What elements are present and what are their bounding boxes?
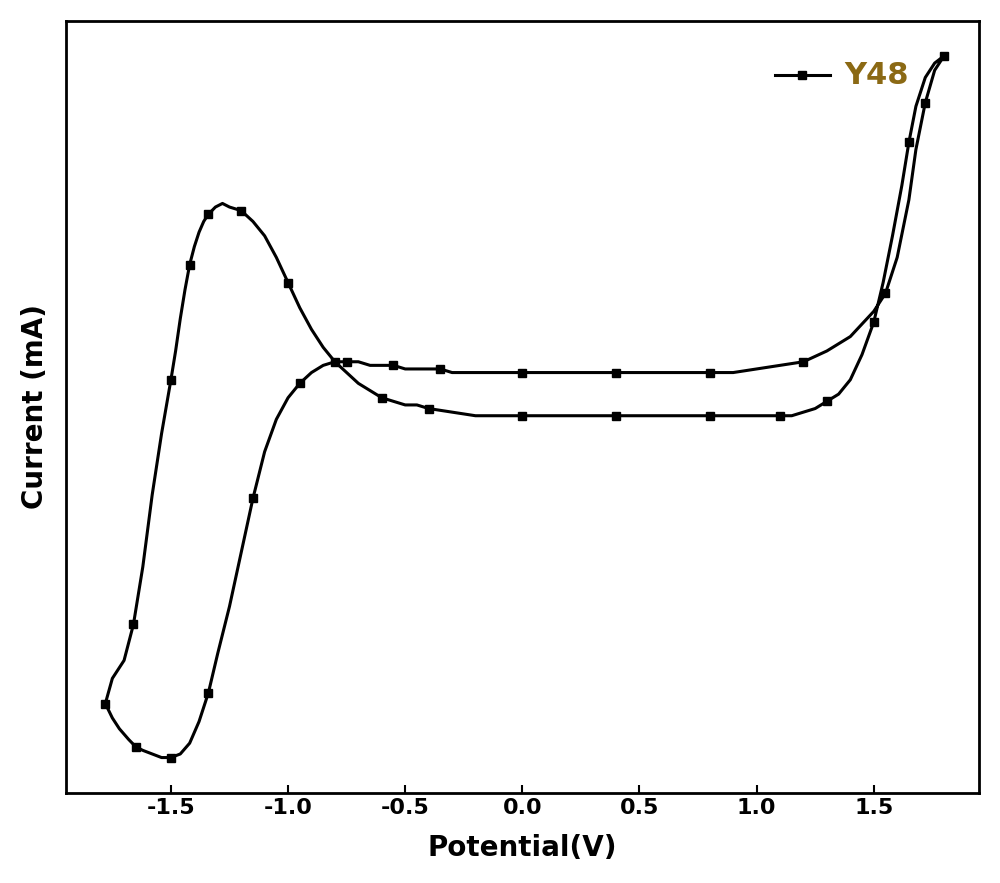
Y48 (610, 411, 622, 421)
Y48 (376, 392, 388, 403)
Y48 (282, 277, 294, 288)
Y48 (423, 404, 435, 414)
Y48 (879, 288, 891, 298)
Y48 (797, 357, 809, 367)
Y48 (247, 494, 259, 504)
Legend: Y48: Y48 (763, 50, 920, 102)
Y-axis label: Current (mA): Current (mA) (21, 305, 49, 509)
Y48 (130, 742, 142, 752)
Y48 (610, 367, 622, 378)
Y48 (516, 411, 528, 421)
Y48 (704, 411, 716, 421)
Y48 (774, 411, 786, 421)
Y48 (127, 619, 139, 630)
Y48 (329, 357, 341, 367)
Y48 (821, 396, 833, 407)
Y48 (184, 260, 196, 270)
Y48 (165, 752, 177, 763)
Y48 (387, 360, 399, 371)
X-axis label: Potential(V): Potential(V) (428, 834, 617, 862)
Y48 (202, 688, 214, 698)
Y48 (165, 374, 177, 385)
Y48 (919, 97, 931, 108)
Y48 (938, 50, 950, 61)
Y48 (294, 378, 306, 389)
Y48 (235, 206, 247, 216)
Y48 (434, 364, 446, 374)
Line: Y48: Y48 (101, 52, 948, 762)
Y48 (516, 367, 528, 378)
Y48 (704, 367, 716, 378)
Y48 (99, 698, 111, 709)
Y48 (202, 209, 214, 220)
Y48 (903, 137, 915, 147)
Y48 (341, 357, 353, 367)
Y48 (868, 317, 880, 328)
